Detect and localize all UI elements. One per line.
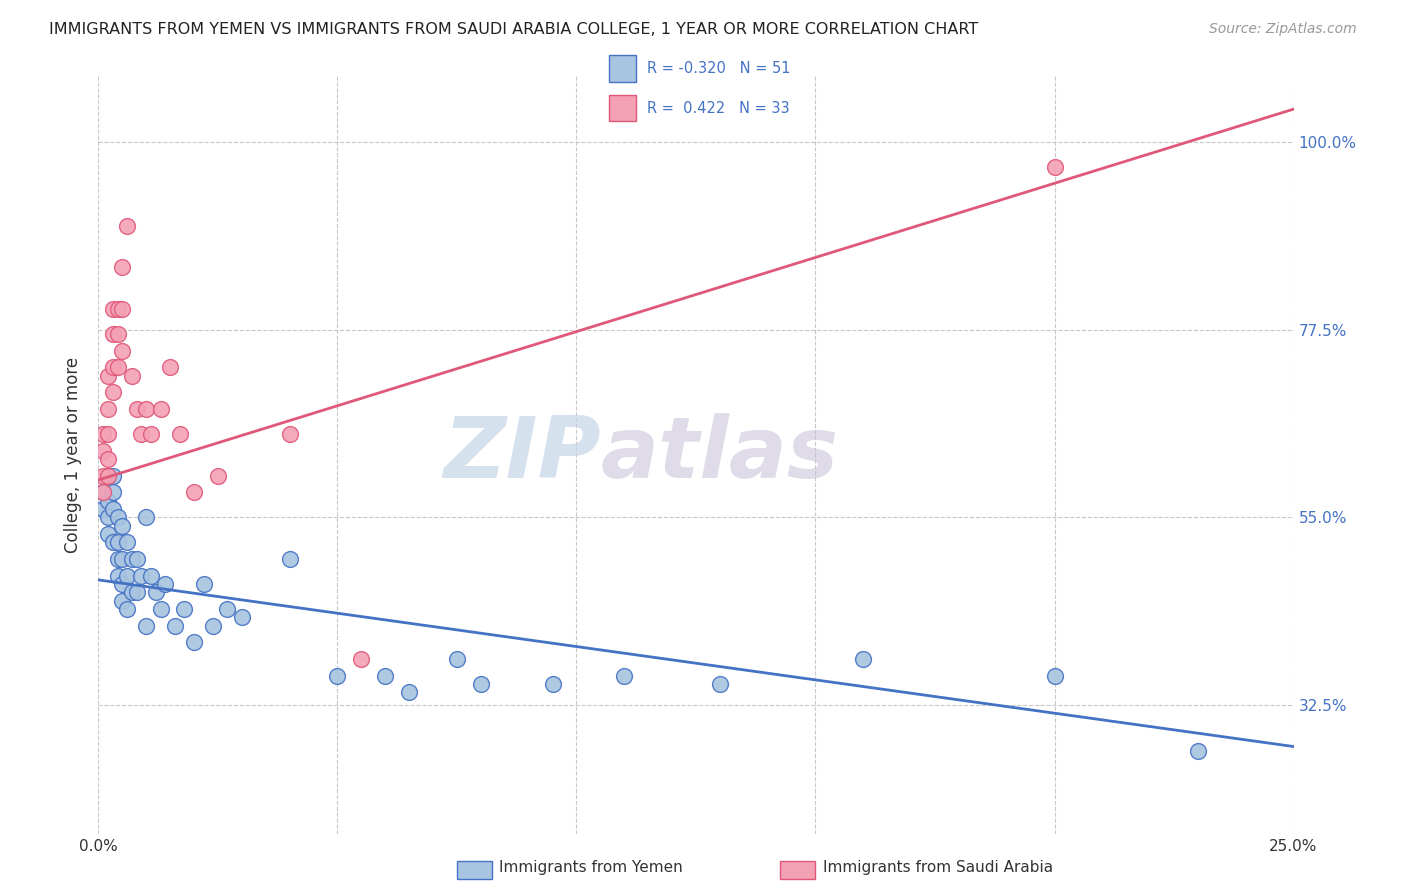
Point xyxy=(350,652,373,666)
Point xyxy=(202,618,225,632)
Point xyxy=(115,535,138,549)
Point xyxy=(135,402,157,417)
Point xyxy=(139,568,162,582)
Text: Immigrants from Saudi Arabia: Immigrants from Saudi Arabia xyxy=(823,860,1053,874)
Point xyxy=(1043,161,1066,175)
Point xyxy=(97,527,120,541)
Point xyxy=(111,593,134,607)
Point xyxy=(91,443,114,458)
Point xyxy=(193,577,215,591)
Point xyxy=(131,568,153,582)
Point xyxy=(97,468,120,483)
Point xyxy=(97,510,120,524)
Bar xyxy=(609,95,636,121)
Point xyxy=(97,368,120,383)
Point xyxy=(159,360,181,375)
Point xyxy=(541,677,564,691)
Point xyxy=(278,427,301,442)
Point xyxy=(1043,669,1066,683)
Point xyxy=(125,552,148,566)
Point xyxy=(101,302,124,317)
Point xyxy=(446,652,468,666)
Point xyxy=(97,402,120,417)
Point xyxy=(101,468,124,483)
Point xyxy=(121,552,143,566)
Point xyxy=(852,652,875,666)
Point xyxy=(111,577,134,591)
Point xyxy=(91,502,114,516)
Point xyxy=(107,568,129,582)
Text: ZIP: ZIP xyxy=(443,413,600,497)
Point xyxy=(217,602,239,616)
Point xyxy=(1187,744,1209,758)
Point xyxy=(111,343,134,358)
Point xyxy=(97,452,120,467)
Y-axis label: College, 1 year or more: College, 1 year or more xyxy=(65,357,83,553)
Point xyxy=(107,510,129,524)
Point xyxy=(101,485,124,500)
Point xyxy=(111,302,134,317)
Text: R = -0.320   N = 51: R = -0.320 N = 51 xyxy=(647,62,790,76)
Point xyxy=(101,502,124,516)
Point xyxy=(111,552,134,566)
Point xyxy=(163,618,186,632)
Point xyxy=(173,602,195,616)
Point xyxy=(101,360,124,375)
Point xyxy=(139,427,162,442)
Point xyxy=(183,485,205,500)
Point xyxy=(115,568,138,582)
Point xyxy=(326,669,349,683)
Point xyxy=(107,360,129,375)
Text: R =  0.422   N = 33: R = 0.422 N = 33 xyxy=(647,101,790,115)
Point xyxy=(111,260,134,275)
Point xyxy=(470,677,492,691)
Point xyxy=(107,327,129,342)
Point xyxy=(135,618,157,632)
Point xyxy=(101,535,124,549)
Point xyxy=(115,219,138,233)
Point xyxy=(613,669,636,683)
Point xyxy=(125,585,148,599)
Point xyxy=(91,485,114,500)
Point xyxy=(115,602,138,616)
Point xyxy=(97,493,120,508)
Text: IMMIGRANTS FROM YEMEN VS IMMIGRANTS FROM SAUDI ARABIA COLLEGE, 1 YEAR OR MORE CO: IMMIGRANTS FROM YEMEN VS IMMIGRANTS FROM… xyxy=(49,22,979,37)
Point xyxy=(97,468,120,483)
Point xyxy=(125,402,148,417)
Point xyxy=(709,677,731,691)
Point xyxy=(91,427,114,442)
Text: atlas: atlas xyxy=(600,413,838,497)
Point xyxy=(107,302,129,317)
Point xyxy=(231,610,253,624)
Point xyxy=(169,427,191,442)
Point xyxy=(97,427,120,442)
Point xyxy=(107,535,129,549)
Point xyxy=(121,368,143,383)
Text: Immigrants from Yemen: Immigrants from Yemen xyxy=(499,860,683,874)
Point xyxy=(398,685,420,699)
Point xyxy=(374,669,396,683)
Bar xyxy=(609,55,636,82)
Point xyxy=(149,402,172,417)
Point xyxy=(107,552,129,566)
Point xyxy=(111,518,134,533)
Point xyxy=(101,385,124,400)
Point xyxy=(91,485,114,500)
Point xyxy=(183,635,205,649)
Point xyxy=(131,427,153,442)
Point xyxy=(278,552,301,566)
Point xyxy=(91,468,114,483)
Point xyxy=(149,602,172,616)
Text: Source: ZipAtlas.com: Source: ZipAtlas.com xyxy=(1209,22,1357,37)
Point xyxy=(135,510,157,524)
Point xyxy=(155,577,177,591)
Point xyxy=(121,585,143,599)
Point xyxy=(101,327,124,342)
Point xyxy=(207,468,229,483)
Point xyxy=(145,585,167,599)
